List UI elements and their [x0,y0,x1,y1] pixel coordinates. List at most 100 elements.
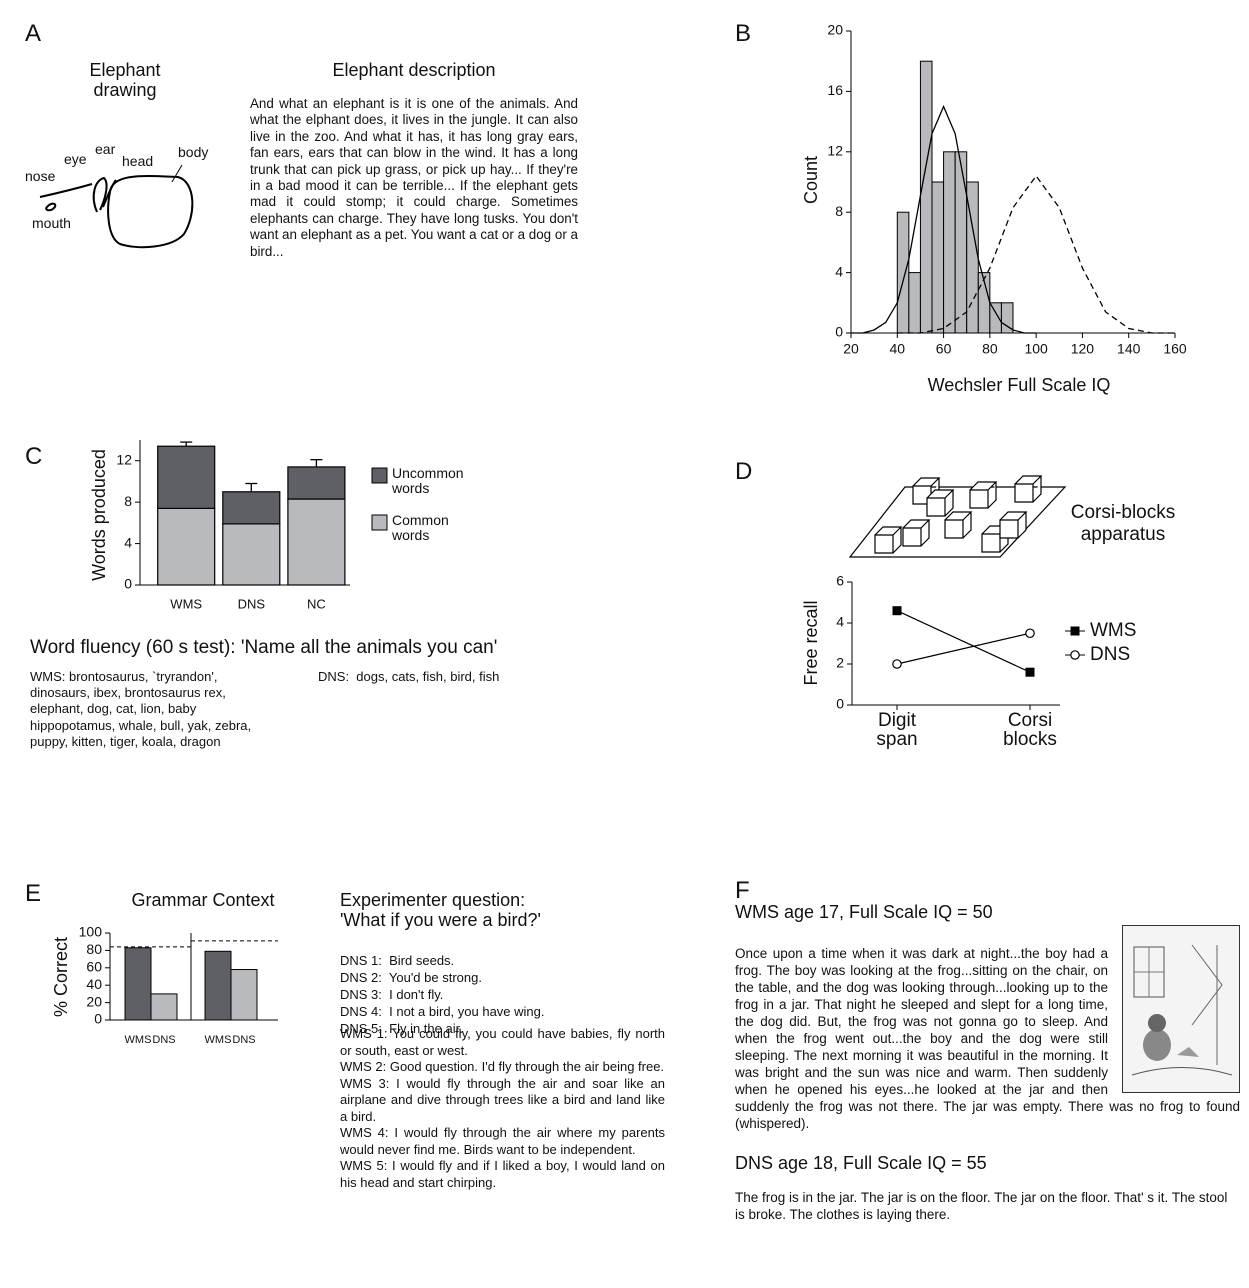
stacked-bar [287,498,346,586]
stacked-bar [157,445,216,509]
answer: DNS 5: Fly in the air. [340,1021,463,1036]
hist-bar [908,272,921,334]
answer: WMS 3: I would fly through the air and s… [340,1075,665,1124]
x-tick-label: DNS [152,1034,175,1046]
drawing-label: ear [95,141,116,157]
drawing-label: mouth [32,215,71,231]
panel-label: D [735,458,753,485]
stacked-bar [287,466,346,500]
legend-label: Uncommon words [392,465,464,496]
y-tick-label: 8 [124,493,132,509]
story-block: Once upon a time when it was dark at nig… [735,925,1240,1132]
marker [1070,650,1080,660]
x-axis-label: Wechsler Full Scale IQ [928,375,1111,395]
answer: DNS 2: You'd be strong. [340,970,482,985]
stacked-bar [222,491,281,525]
hist-bar [919,60,933,334]
marker [892,659,902,669]
legend-label: Common words [392,512,449,543]
hist-bar [896,211,910,334]
panel-label: A [25,20,42,47]
y-axis-label: % Correct [51,937,71,1017]
y-tick-label: 60 [86,959,102,975]
bar [124,947,152,1021]
x-tick-label: 60 [936,341,952,357]
y-tick-label: 0 [94,1011,102,1027]
marker [1070,626,1080,636]
answer: DNS 3: I don't fly. [340,987,444,1002]
drawing-label: body [178,144,209,160]
marker [892,606,902,616]
answer: WMS 1: You could fly, you could have bab… [340,1026,665,1058]
question: 'What if you were a bird?' [340,910,541,930]
x-tick-label: Digit span [876,710,918,750]
dns-answers: DNS 1: Bird seeds. DNS 2: You'd be strong… [340,935,545,1054]
story-heading: DNS age 18, Full Scale IQ = 55 [735,1153,987,1173]
x-tick-label: DNS [238,596,266,611]
error-bar [180,441,193,447]
answer: WMS 2: Good question. I'd fly through th… [340,1059,665,1074]
panel-label: C [25,443,43,470]
bar [204,950,232,1021]
y-tick-label: 100 [79,924,103,940]
y-tick-label: 12 [827,143,843,159]
x-tick-label: NC [307,596,326,611]
y-tick-label: 6 [836,573,844,589]
panel-label: F [735,877,750,904]
description-text: And what an elephant is it is one of the… [250,96,578,259]
y-tick-label: 80 [86,941,102,957]
y-axis-label: Words produced [89,449,109,581]
y-tick-label: 12 [116,451,132,467]
error-bar [310,459,323,467]
drawing-label: head [122,153,154,169]
question-heading: Experimenter question: [340,890,526,910]
y-axis-label: Count [801,156,821,204]
y-tick-label: 16 [827,82,843,98]
x-tick-label: DNS [232,1034,255,1046]
x-tick-label: 80 [982,341,998,357]
density-curve [851,104,1037,334]
x-tick-label: 100 [1024,341,1048,357]
corsi-apparatus [848,475,1067,558]
panel-label: E [25,880,42,907]
legend-swatch [371,467,388,484]
marker [1025,667,1035,677]
elephant-sketch [39,164,194,249]
answer: DNS 1: Bird seeds. [340,953,455,968]
fluency-dns: DNS: dogs, cats, fish, bird, fish [318,669,500,684]
hist-bar [943,151,956,334]
y-tick-label: 2 [836,655,844,671]
bar [150,993,178,1021]
chart-title: Grammar Context [131,890,274,910]
y-axis-label: Free recall [801,600,821,685]
stacked-bar [157,507,216,586]
error-bar [245,482,258,492]
bar [230,969,258,1021]
wms-answers: WMS 1: You could fly, you could have bab… [340,1026,665,1191]
hist-bar [931,181,945,334]
hist-bar [954,151,968,334]
story-text: Once upon a time when it was dark at nig… [735,946,1240,1131]
density-curve [897,174,1175,334]
series-line [896,632,1031,665]
legend-label: WMS [1090,620,1136,641]
story-heading: WMS age 17, Full Scale IQ = 50 [735,902,993,922]
marker [1025,628,1035,639]
answer: DNS 4: I not a bird, you have wing. [340,1004,545,1019]
panel-label: B [735,20,752,47]
y-tick-label: 4 [836,614,844,630]
y-tick-label: 8 [835,203,843,219]
stacked-bar [222,523,281,586]
x-tick-label: 20 [843,341,859,357]
fluency-title: Word fluency (60 s test): 'Name all the … [30,637,498,658]
fluency-wms: WMS: brontosaurus, `tryrandon', dinosaur… [30,669,252,749]
answer: WMS 5: I would fly and if I liked a boy,… [340,1158,665,1190]
x-tick-label: 120 [1071,341,1095,357]
legend-label: DNS [1090,644,1130,665]
description-title: Elephant description [332,60,496,80]
x-tick-label: WMS [170,596,202,611]
legend-swatch [371,514,388,531]
answer: WMS 4: I would fly through the air where… [340,1125,665,1157]
story-illustration [1122,925,1240,1093]
